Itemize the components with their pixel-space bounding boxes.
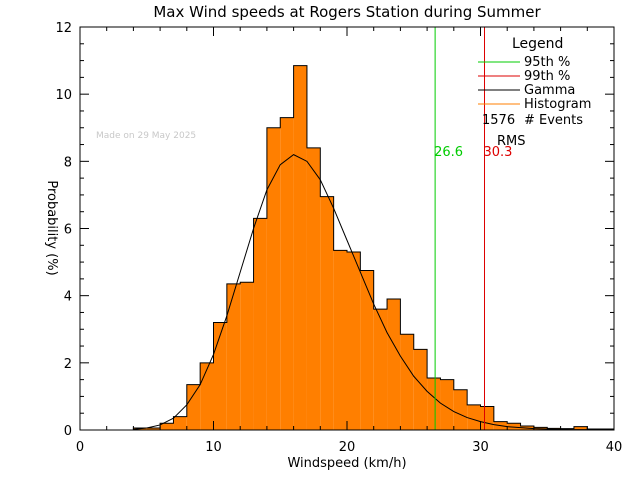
percentile-label: 30.3 [484,145,513,160]
histogram-bar [480,406,494,430]
histogram-bar [573,426,588,430]
histogram-bar [360,270,374,430]
histogram-bar [173,416,187,430]
histogram-bar [146,427,161,430]
histogram-bar [200,362,214,430]
y-tick-label: 12 [55,21,72,36]
histogram-bar [253,218,267,430]
percentile-label: 26.6 [434,145,463,160]
histogram-bar [467,404,481,430]
y-tick-label: 4 [64,290,72,305]
legend-item-label: Histogram [524,97,591,112]
legend-events-count: 1576 [482,113,515,128]
histogram-bar [333,250,347,430]
x-tick-label: 30 [472,440,489,455]
x-tick-label: 40 [606,440,623,455]
histogram-bar [266,127,281,430]
histogram-bar [440,379,454,430]
histogram-bar [373,309,388,430]
histogram-bar [453,389,468,430]
legend-events-label: # Events [524,113,583,128]
watermark: Made on 29 May 2025 [96,131,196,141]
x-tick-label: 10 [205,440,222,455]
x-tick-label: 20 [339,440,356,455]
histogram-bar [186,384,201,430]
histogram-bar [293,65,307,430]
histogram-bar [280,117,294,431]
y-axis-label: Probability (%) [44,180,59,275]
histogram-bar [387,299,401,430]
x-tick-label: 0 [76,440,84,455]
y-tick-label: 6 [64,223,72,238]
percentile-lines: 26.6 30.3 [434,27,512,430]
histogram-bar [213,322,227,430]
histogram-bar [320,196,334,430]
legend-rms-label: RMS [497,134,526,149]
axis-ticks: 0 10 20 30 40 0 2 4 6 8 10 12 [55,21,622,455]
y-tick-label: 8 [64,155,72,170]
legend-item-label: Gamma [524,83,575,98]
y-tick-label: 0 [64,424,72,439]
histogram-bar [240,282,254,430]
histogram-bar [306,147,321,430]
x-axis-label: Windspeed (km/h) [287,456,406,471]
histogram-bar [413,349,428,430]
histogram-bar [347,252,361,430]
legend-title: Legend [512,36,563,52]
histogram-bar [507,423,521,430]
histogram-bar [226,283,241,430]
histogram-bar [160,423,174,430]
legend-item-label: 99th % [524,69,570,84]
chart-title: Max Wind speeds at Rogers Station during… [153,3,541,21]
y-tick-label: 2 [64,357,72,372]
y-tick-label: 10 [55,88,72,103]
histogram-bar [427,377,441,430]
histogram-bar [400,334,414,430]
legend-item-label: 95th % [524,55,570,70]
